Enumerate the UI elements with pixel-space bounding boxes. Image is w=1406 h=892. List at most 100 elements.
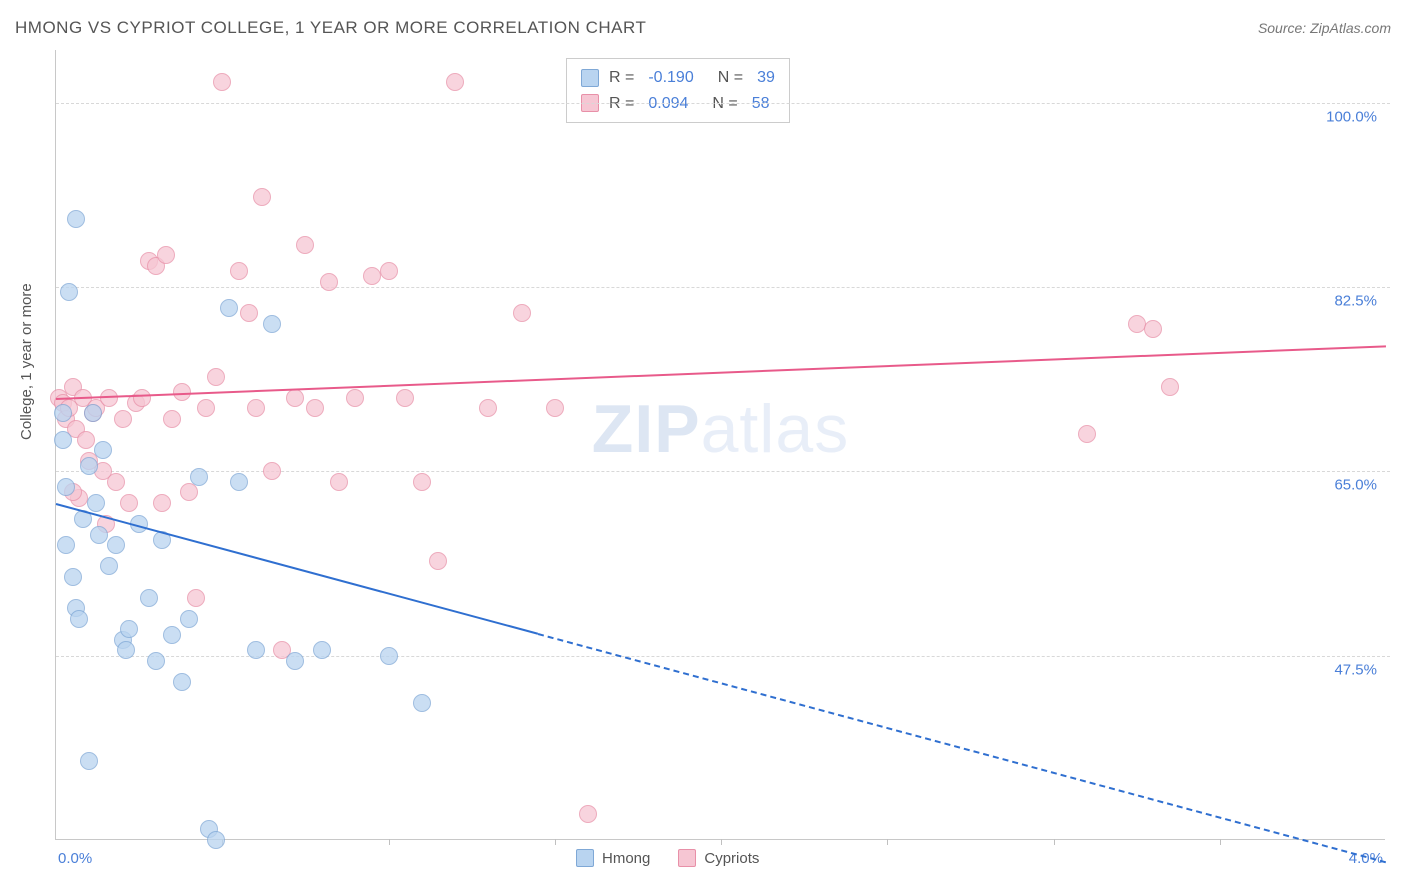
- scatter-point: [77, 431, 95, 449]
- scatter-point: [100, 557, 118, 575]
- y-tick-label: 47.5%: [1334, 661, 1377, 678]
- gridline: [56, 471, 1390, 472]
- scatter-point: [306, 399, 324, 417]
- scatter-point: [429, 552, 447, 570]
- scatter-point: [363, 267, 381, 285]
- scatter-point: [94, 441, 112, 459]
- scatter-point: [320, 273, 338, 291]
- legend-swatch: [581, 69, 599, 87]
- scatter-point: [180, 483, 198, 501]
- y-tick-label: 65.0%: [1334, 477, 1377, 494]
- scatter-point: [84, 404, 102, 422]
- legend-series: Hmong Cypriots: [576, 849, 759, 867]
- trend-line: [538, 633, 1386, 863]
- scatter-point: [230, 473, 248, 491]
- scatter-point: [1161, 378, 1179, 396]
- scatter-point: [1144, 320, 1162, 338]
- scatter-point: [80, 752, 98, 770]
- scatter-point: [54, 431, 72, 449]
- y-axis-label: College, 1 year or more: [18, 283, 35, 440]
- source-label: Source: ZipAtlas.com: [1258, 20, 1391, 36]
- scatter-point: [579, 805, 597, 823]
- gridline: [56, 103, 1390, 104]
- scatter-point: [296, 236, 314, 254]
- scatter-point: [263, 462, 281, 480]
- x-tick: [1054, 839, 1055, 845]
- trend-line: [56, 345, 1386, 400]
- trend-line: [56, 503, 539, 635]
- scatter-point: [213, 73, 231, 91]
- legend-row: R =-0.190N =39: [581, 65, 775, 91]
- scatter-point: [163, 410, 181, 428]
- scatter-point: [57, 478, 75, 496]
- scatter-point: [133, 389, 151, 407]
- scatter-point: [87, 494, 105, 512]
- gridline: [56, 287, 1390, 288]
- scatter-point: [346, 389, 364, 407]
- scatter-point: [230, 262, 248, 280]
- scatter-point: [207, 831, 225, 849]
- scatter-point: [140, 589, 158, 607]
- scatter-point: [247, 641, 265, 659]
- scatter-point: [413, 694, 431, 712]
- legend-label: Cypriots: [704, 850, 759, 867]
- scatter-point: [240, 304, 258, 322]
- scatter-point: [1128, 315, 1146, 333]
- scatter-point: [147, 652, 165, 670]
- scatter-point: [187, 589, 205, 607]
- x-tick: [887, 839, 888, 845]
- legend-label: Hmong: [602, 850, 650, 867]
- scatter-point: [153, 494, 171, 512]
- scatter-point: [413, 473, 431, 491]
- scatter-point: [247, 399, 265, 417]
- scatter-point: [70, 610, 88, 628]
- scatter-point: [1078, 425, 1096, 443]
- y-tick-label: 82.5%: [1334, 293, 1377, 310]
- scatter-point: [220, 299, 238, 317]
- scatter-point: [157, 246, 175, 264]
- scatter-point: [546, 399, 564, 417]
- scatter-point: [479, 399, 497, 417]
- scatter-point: [120, 494, 138, 512]
- scatter-point: [263, 315, 281, 333]
- x-axis-min-label: 0.0%: [58, 850, 92, 867]
- watermark: ZIPatlas: [592, 390, 849, 468]
- scatter-point: [163, 626, 181, 644]
- scatter-point: [396, 389, 414, 407]
- x-tick: [389, 839, 390, 845]
- scatter-point: [286, 389, 304, 407]
- scatter-point: [173, 673, 191, 691]
- scatter-point: [286, 652, 304, 670]
- scatter-point: [313, 641, 331, 659]
- chart-title: HMONG VS CYPRIOT COLLEGE, 1 YEAR OR MORE…: [15, 18, 646, 38]
- scatter-point: [380, 262, 398, 280]
- scatter-point: [253, 188, 271, 206]
- scatter-point: [513, 304, 531, 322]
- x-tick: [555, 839, 556, 845]
- scatter-point: [117, 641, 135, 659]
- scatter-point: [107, 473, 125, 491]
- scatter-point: [114, 410, 132, 428]
- x-tick: [1220, 839, 1221, 845]
- scatter-point: [446, 73, 464, 91]
- legend-swatch: [678, 849, 696, 867]
- scatter-point: [380, 647, 398, 665]
- legend-swatch: [576, 849, 594, 867]
- scatter-point: [207, 368, 225, 386]
- y-tick-label: 100.0%: [1326, 108, 1377, 125]
- scatter-point: [180, 610, 198, 628]
- legend-item: Cypriots: [678, 849, 759, 867]
- scatter-point: [330, 473, 348, 491]
- scatter-point: [57, 536, 75, 554]
- scatter-point: [54, 404, 72, 422]
- scatter-point: [60, 283, 78, 301]
- legend-item: Hmong: [576, 849, 650, 867]
- x-tick: [721, 839, 722, 845]
- scatter-point: [80, 457, 98, 475]
- scatter-point: [90, 526, 108, 544]
- scatter-point: [107, 536, 125, 554]
- legend-correlation: R =-0.190N =39R = 0.094N =58: [566, 58, 790, 123]
- plot-area: ZIPatlas R =-0.190N =39R = 0.094N =58 Hm…: [55, 50, 1385, 840]
- scatter-point: [190, 468, 208, 486]
- scatter-point: [120, 620, 138, 638]
